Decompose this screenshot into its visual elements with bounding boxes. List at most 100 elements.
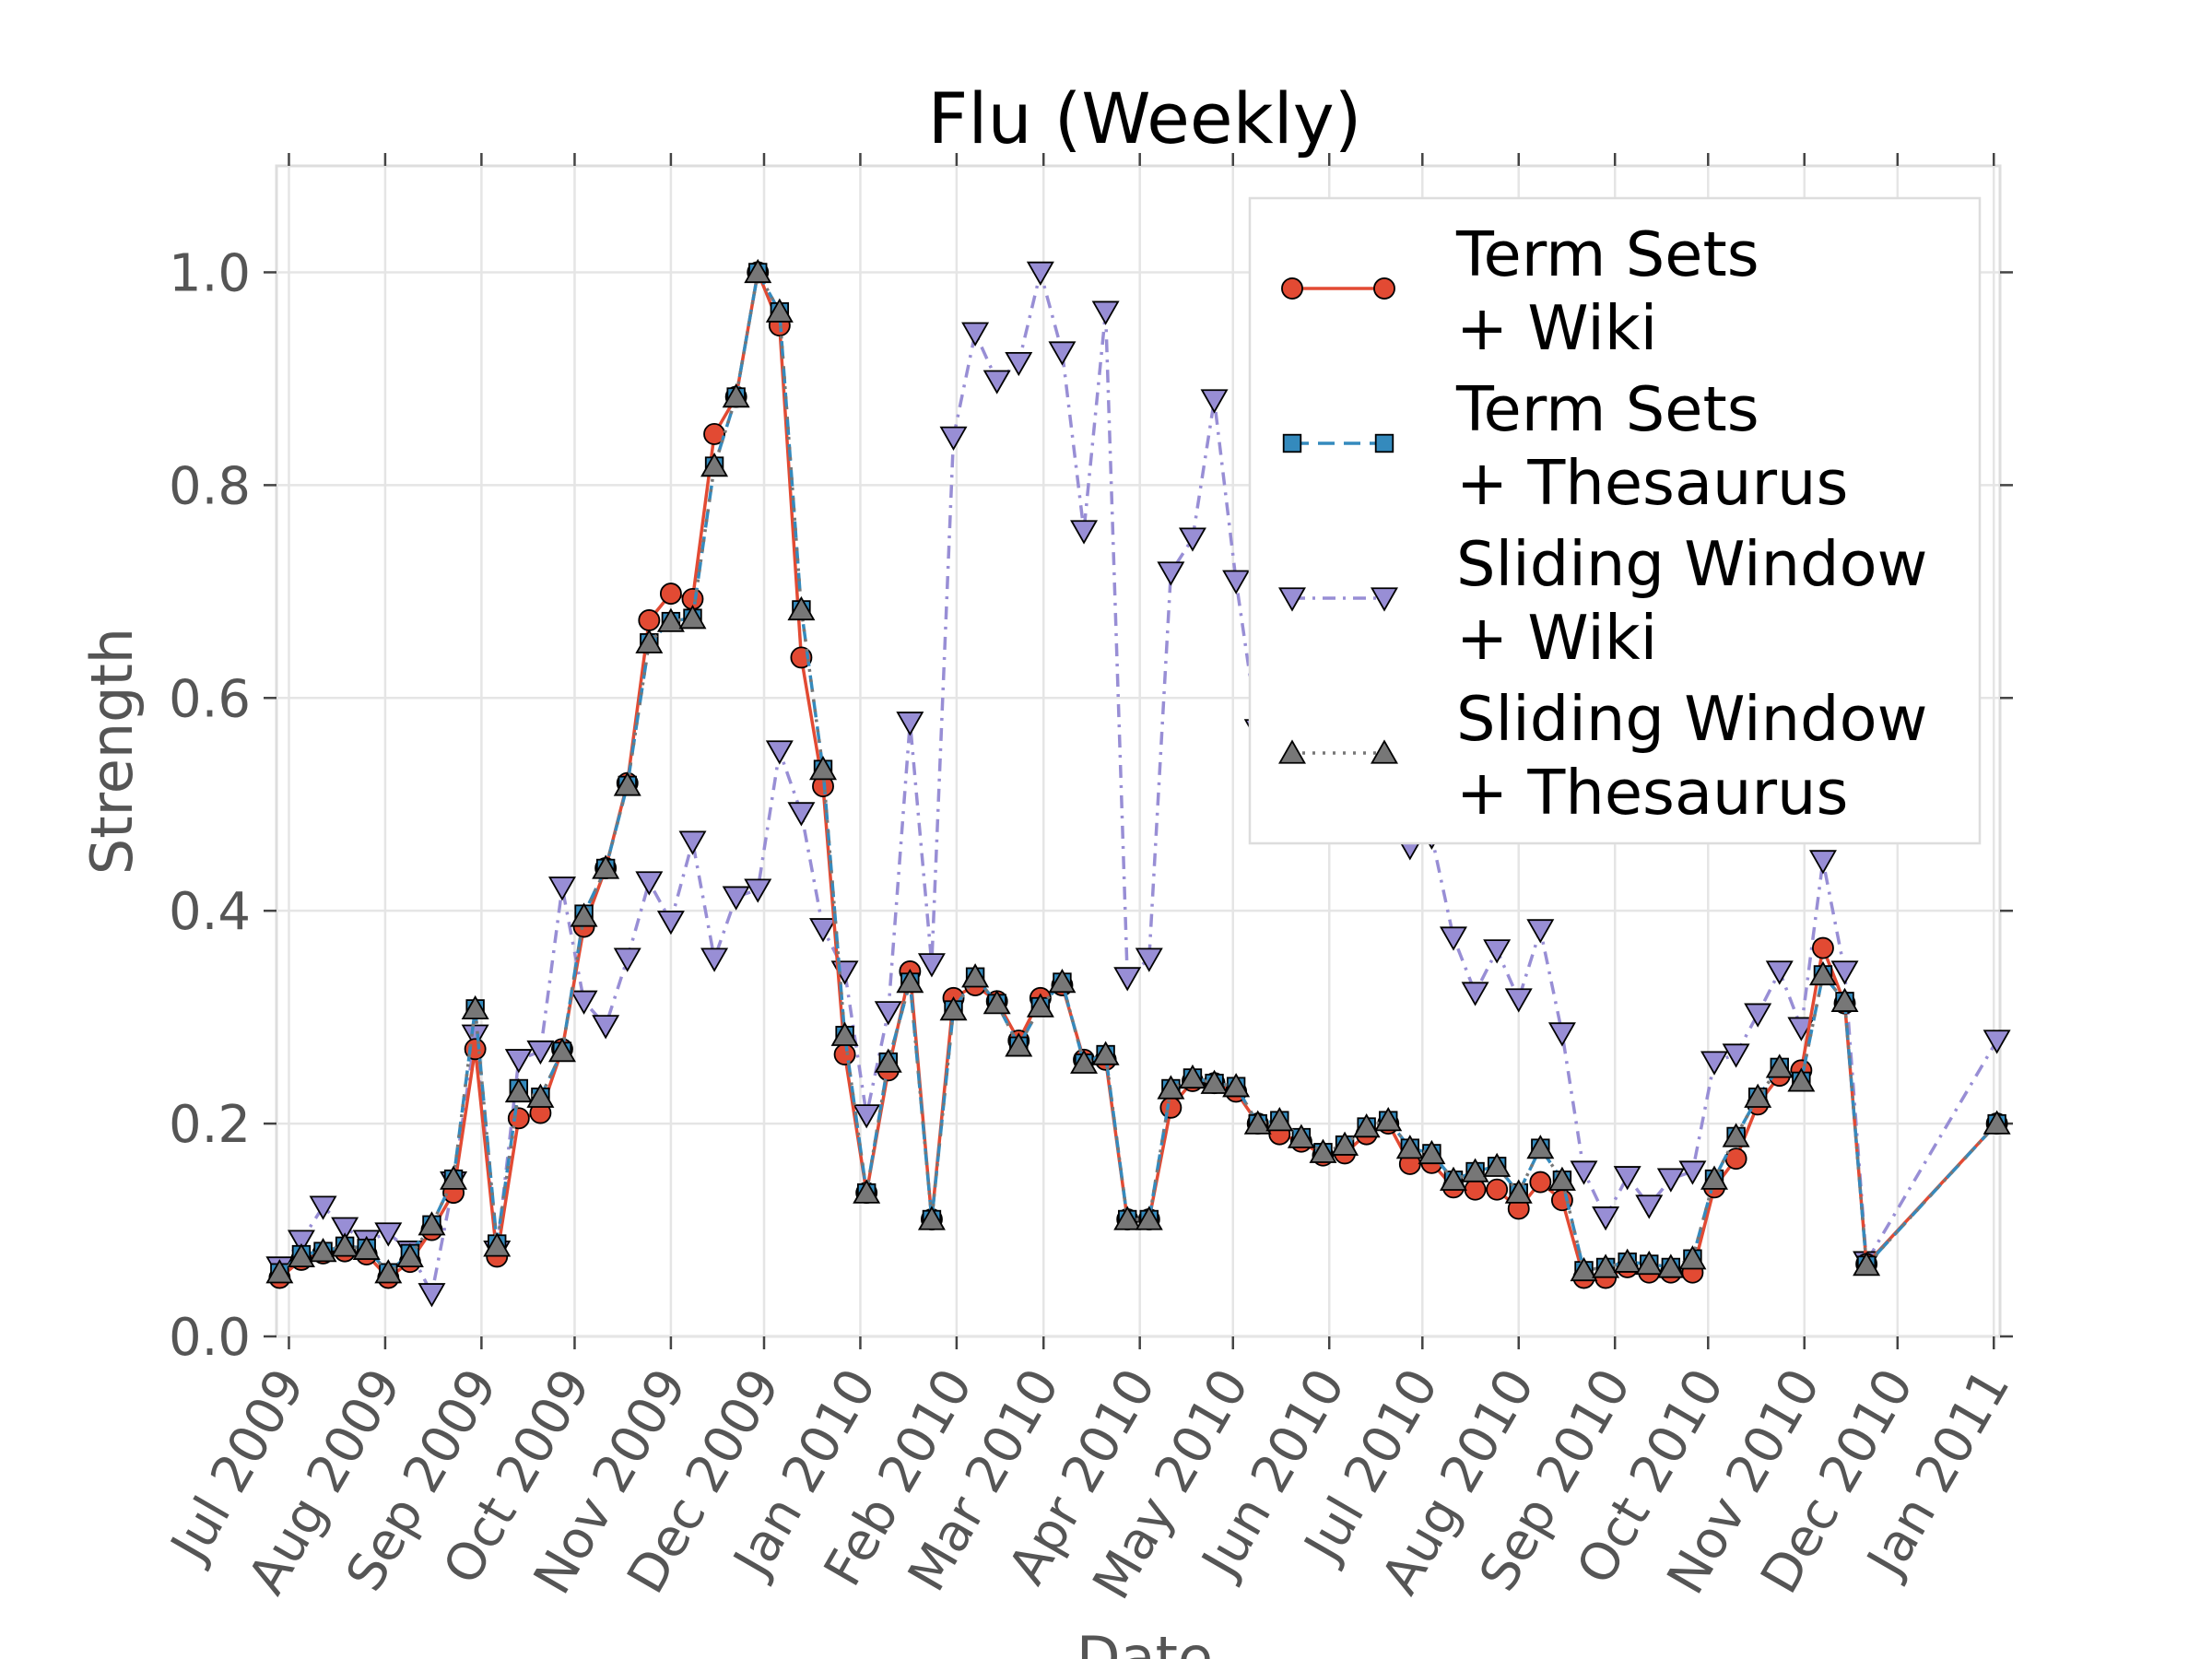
- data-point: [461, 994, 489, 1020]
- legend-item: Sliding Window+ Thesaurus: [1278, 683, 1927, 829]
- data-point: [1352, 1112, 1381, 1138]
- legend-marker: [1278, 587, 1306, 612]
- y-tick-label: 1.0: [169, 243, 251, 303]
- legend-item: Term Sets+ Wiki: [1281, 218, 1759, 364]
- data-point: [700, 452, 729, 477]
- y-tick-label: 0.4: [169, 882, 251, 942]
- data-point: [1700, 1165, 1729, 1190]
- data-point: [765, 740, 794, 765]
- data-point: [700, 947, 729, 972]
- data-point: [1526, 1135, 1555, 1159]
- legend-label: Term Sets: [1455, 218, 1759, 290]
- data-point: [507, 1107, 530, 1130]
- data-point: [809, 918, 837, 943]
- data-point: [1722, 1123, 1750, 1147]
- data-point: [939, 426, 968, 451]
- data-point: [1005, 1032, 1033, 1057]
- data-point: [635, 871, 664, 896]
- data-point: [1635, 1194, 1664, 1219]
- data-point: [1048, 968, 1077, 994]
- data-point: [1159, 1096, 1182, 1119]
- data-point: [1070, 1049, 1099, 1074]
- legend-item: Term Sets+ Thesaurus: [1282, 373, 1848, 519]
- data-point: [656, 607, 685, 632]
- data-point: [1744, 1003, 1772, 1028]
- data-point: [1592, 1206, 1620, 1231]
- data-point: [483, 1232, 512, 1257]
- data-point: [1570, 1256, 1598, 1282]
- data-point: [1613, 1166, 1641, 1191]
- data-point: [592, 854, 620, 879]
- data-point: [1461, 1158, 1489, 1182]
- data-point: [1418, 1139, 1446, 1165]
- data-point: [896, 968, 924, 994]
- data-point: [547, 1037, 576, 1063]
- data-point: [1547, 1166, 1576, 1191]
- data-point: [1135, 947, 1163, 972]
- data-point: [1526, 919, 1555, 944]
- data-point: [787, 595, 816, 621]
- data-point: [570, 990, 598, 1015]
- legend-box: [1248, 196, 1982, 845]
- data-point: [1113, 1206, 1142, 1230]
- data-point: [265, 1259, 294, 1284]
- chart-title: Flu (Weekly): [928, 77, 1362, 159]
- data-point: [1830, 960, 1859, 985]
- data-point: [638, 609, 661, 631]
- data-point: [830, 1021, 859, 1046]
- data-point: [570, 902, 598, 927]
- data-point: [1440, 926, 1467, 951]
- data-point: [722, 886, 750, 911]
- data-point: [1222, 570, 1251, 594]
- data-point: [374, 1222, 403, 1247]
- data-point: [331, 1217, 359, 1241]
- legend-marker: [1371, 739, 1398, 764]
- y-tick-label: 0.2: [169, 1095, 251, 1155]
- legend-marker: [1281, 277, 1303, 300]
- data-point: [1678, 1160, 1707, 1185]
- data-point: [1830, 987, 1859, 1012]
- data-point: [309, 1238, 337, 1263]
- data-point: [1483, 1152, 1512, 1177]
- data-point: [787, 802, 816, 827]
- data-point: [1808, 850, 1837, 875]
- series-line: [278, 272, 1999, 1300]
- data-point: [1113, 967, 1142, 992]
- data-point: [1787, 1067, 1816, 1092]
- data-point: [809, 756, 837, 781]
- legend-label: Term Sets: [1455, 373, 1759, 445]
- data-point: [1331, 1131, 1359, 1156]
- data-point: [1178, 1064, 1206, 1089]
- data-point: [722, 382, 750, 408]
- data-point: [1635, 1250, 1664, 1276]
- data-point: [1178, 527, 1206, 552]
- data-point: [1983, 1110, 2011, 1135]
- data-point: [659, 582, 682, 606]
- data-point: [1547, 1022, 1576, 1047]
- data-point: [1005, 351, 1033, 377]
- legend-item: Sliding Window+ Wiki: [1278, 528, 1927, 674]
- data-point: [961, 322, 990, 347]
- data-point: [853, 1179, 881, 1204]
- y-tick-label: 0.6: [169, 669, 251, 729]
- data-point: [833, 1043, 856, 1065]
- data-point: [678, 830, 707, 855]
- data-point: [1613, 1248, 1641, 1273]
- legend-marker: [1373, 277, 1395, 300]
- data-point: [1592, 1253, 1620, 1278]
- data-point: [1070, 520, 1099, 545]
- y-tick-label: 0.8: [169, 456, 251, 516]
- data-point: [1722, 1043, 1750, 1068]
- data-point: [961, 963, 990, 988]
- data-point: [917, 1206, 946, 1230]
- data-point: [395, 1242, 424, 1268]
- data-point: [1157, 561, 1185, 586]
- data-point: [1395, 1135, 1424, 1159]
- legend-label: + Wiki: [1456, 292, 1657, 364]
- data-point: [1048, 341, 1077, 366]
- data-point: [1026, 993, 1054, 1018]
- data-point: [939, 995, 968, 1021]
- data-point: [418, 1283, 446, 1308]
- data-point: [853, 1104, 881, 1129]
